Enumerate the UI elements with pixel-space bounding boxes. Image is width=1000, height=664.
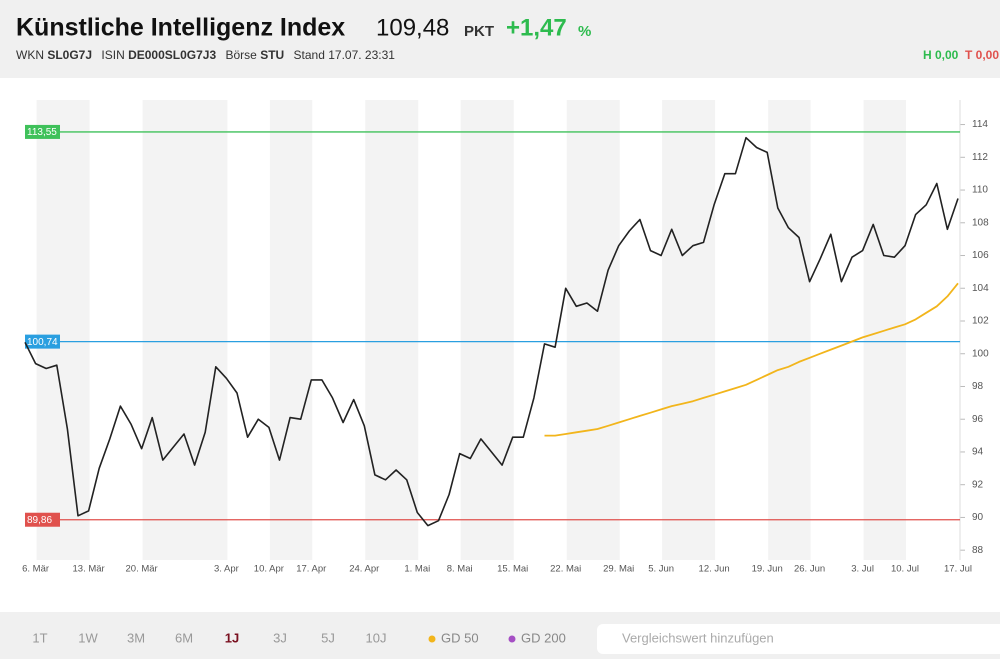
- x-tick-label: 17. Apr: [296, 564, 326, 575]
- week-band: [566, 100, 620, 560]
- x-tick-label: 22. Mai: [550, 564, 581, 575]
- range-button[interactable]: 1W: [78, 630, 98, 645]
- meta-value: STU: [260, 48, 284, 62]
- range-button[interactable]: 1J: [225, 630, 239, 645]
- week-band: [269, 100, 313, 560]
- legend-dot: [428, 635, 436, 643]
- week-band: [662, 100, 716, 560]
- change-unit: %: [578, 23, 591, 40]
- x-tick-label: 12. Jun: [699, 564, 730, 575]
- x-tick-label: 10. Jul: [891, 564, 919, 575]
- header-bg: [0, 0, 1000, 78]
- level-tag: [25, 334, 60, 349]
- legend-label[interactable]: GD 50: [441, 630, 479, 645]
- y-tick-label: 114: [972, 119, 988, 130]
- range-button[interactable]: 1T: [32, 630, 47, 645]
- meta-value: DE000SL0G7J3: [128, 48, 216, 62]
- x-tick-label: 1. Mai: [404, 564, 430, 575]
- high: H 0,00: [923, 48, 959, 62]
- x-tick-label: 20. Mär: [126, 564, 158, 575]
- level-tag: [25, 512, 60, 527]
- y-tick-label: 90: [972, 512, 984, 523]
- stand: Stand 17.07. 23:31: [294, 48, 396, 62]
- y-tick-label: 102: [972, 316, 989, 327]
- x-tick-label: 24. Apr: [349, 564, 379, 575]
- meta-key: Börse: [225, 48, 257, 62]
- range-button[interactable]: 10J: [366, 630, 387, 645]
- meta-key: ISIN: [101, 48, 124, 62]
- week-band: [768, 100, 811, 560]
- week-band: [142, 100, 228, 560]
- y-tick-label: 110: [972, 185, 988, 196]
- x-tick-label: 29. Mai: [603, 564, 634, 575]
- y-tick-label: 92: [972, 479, 984, 490]
- y-tick-label: 104: [972, 283, 989, 294]
- week-band: [460, 100, 514, 560]
- low: T 0,00: [965, 48, 999, 62]
- unit: PKT: [464, 23, 494, 40]
- meta-key: WKN: [16, 48, 44, 62]
- level-label: 89,86: [27, 515, 52, 526]
- y-tick-label: 96: [972, 414, 984, 425]
- x-tick-label: 3. Apr: [214, 564, 239, 575]
- legend-dot: [508, 635, 516, 643]
- series-line: [24, 136, 959, 527]
- change: +1,47: [506, 14, 567, 41]
- price: 109,48: [376, 14, 449, 41]
- y-tick-label: 88: [972, 545, 984, 556]
- meta-value: SL0G7J: [47, 48, 92, 62]
- y-tick-label: 108: [972, 217, 989, 228]
- x-tick-label: 3. Jul: [851, 564, 874, 575]
- x-tick-label: 10. Apr: [254, 564, 284, 575]
- x-tick-label: 17. Jul: [944, 564, 972, 575]
- x-tick-label: 15. Mai: [497, 564, 528, 575]
- x-tick-label: 13. Mär: [73, 564, 105, 575]
- range-button[interactable]: 3J: [273, 630, 287, 645]
- level-label: 100,74: [27, 337, 58, 348]
- meta: WKN SL0G7J ISIN DE000SL0G7J3 Börse STU S…: [16, 48, 395, 62]
- week-band: [36, 100, 90, 560]
- level-tag: [25, 124, 60, 139]
- legend-label[interactable]: GD 200: [521, 630, 566, 645]
- x-tick-label: 5. Jun: [648, 564, 674, 575]
- search-box[interactable]: [597, 624, 1000, 654]
- y-tick-label: 98: [972, 381, 984, 392]
- x-tick-label: 19. Jun: [752, 564, 783, 575]
- range-button[interactable]: 5J: [321, 630, 335, 645]
- series-line: [544, 282, 959, 437]
- y-tick-label: 106: [972, 250, 989, 261]
- search-placeholder: Vergleichswert hinzufügen: [622, 630, 774, 645]
- range-button[interactable]: 6M: [175, 630, 193, 645]
- y-tick-label: 112: [972, 152, 988, 163]
- x-tick-label: 26. Jun: [794, 564, 825, 575]
- x-tick-label: 8. Mai: [447, 564, 473, 575]
- range-button[interactable]: 3M: [127, 630, 145, 645]
- y-tick-label: 100: [972, 348, 989, 359]
- level-label: 113,55: [27, 127, 57, 138]
- x-tick-label: 6. Mär: [22, 564, 49, 575]
- y-tick-label: 94: [972, 447, 984, 458]
- title: Künstliche Intelligenz Index: [16, 14, 345, 42]
- week-band: [365, 100, 419, 560]
